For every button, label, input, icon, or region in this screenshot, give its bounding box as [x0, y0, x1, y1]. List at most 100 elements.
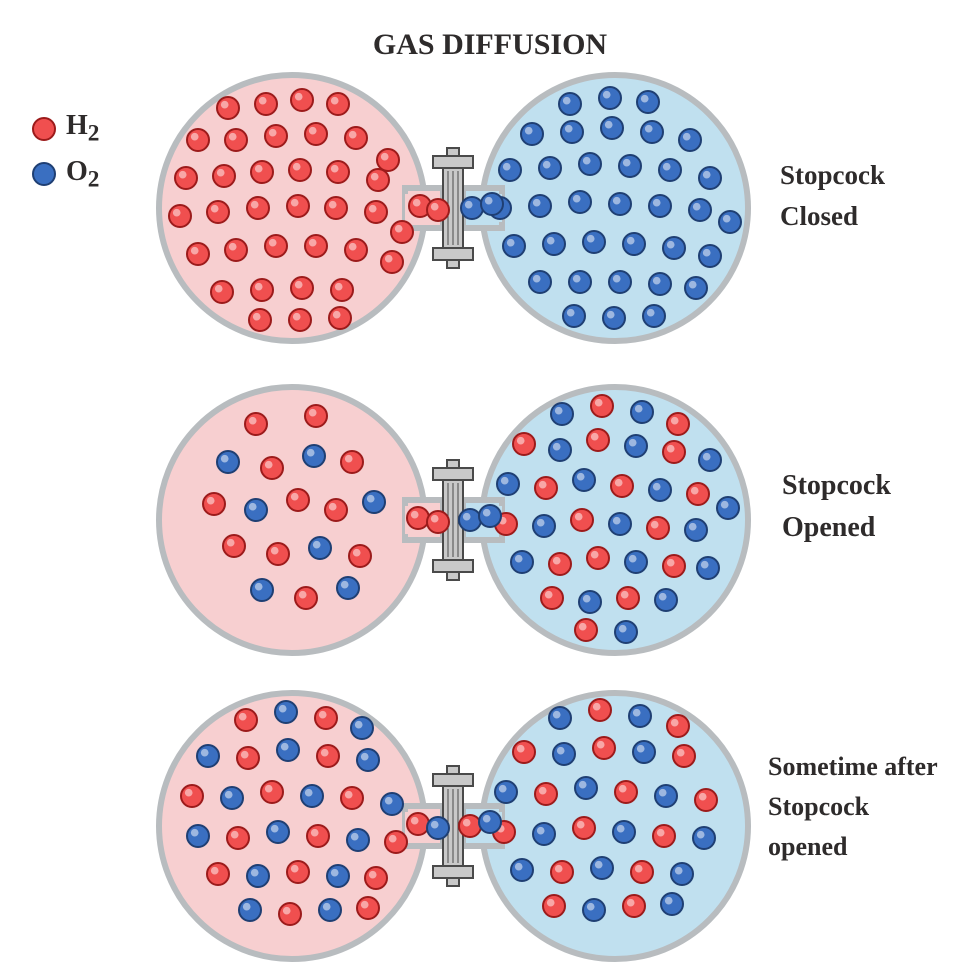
- o2-molecule: [569, 191, 591, 213]
- h2-molecule: [345, 239, 367, 261]
- o2-molecule: [661, 893, 683, 915]
- h2-molecule: [237, 747, 259, 769]
- o2-molecule: [479, 505, 501, 527]
- h2-molecule: [331, 279, 353, 301]
- h2-molecule: [225, 129, 247, 151]
- h2-molecule: [593, 737, 615, 759]
- o2-molecule: [693, 827, 715, 849]
- h2-molecule: [249, 309, 271, 331]
- h2-molecule: [589, 699, 611, 721]
- h2-molecule: [663, 555, 685, 577]
- o2-molecule: [267, 821, 289, 843]
- h2-molecule: [265, 235, 287, 257]
- o2-molecule: [579, 153, 601, 175]
- o2-molecule: [551, 403, 573, 425]
- o2-molecule: [699, 245, 721, 267]
- h2-molecule: [543, 895, 565, 917]
- h2-molecule: [307, 825, 329, 847]
- h2-molecule: [611, 475, 633, 497]
- h2-molecule: [407, 813, 429, 835]
- o2-molecule: [347, 829, 369, 851]
- h2-molecule: [287, 861, 309, 883]
- h2-molecule: [305, 123, 327, 145]
- h2-molecule: [673, 745, 695, 767]
- h2-molecule: [291, 89, 313, 111]
- h2-molecule: [279, 903, 301, 925]
- stopcock-top-cap: [433, 468, 473, 480]
- h2-molecule: [377, 149, 399, 171]
- o2-molecule: [497, 473, 519, 495]
- o2-molecule: [625, 551, 647, 573]
- o2-molecule: [619, 155, 641, 177]
- h2-molecule: [357, 897, 379, 919]
- h2-molecule: [175, 167, 197, 189]
- h2-molecule: [367, 169, 389, 191]
- h2-molecule: [667, 715, 689, 737]
- h2-molecule: [261, 781, 283, 803]
- o2-molecule: [637, 91, 659, 113]
- h2-molecule: [535, 477, 557, 499]
- o2-molecule: [685, 277, 707, 299]
- o2-molecule: [549, 439, 571, 461]
- h2-molecule: [647, 517, 669, 539]
- h2-molecule: [391, 221, 413, 243]
- o2-molecule: [427, 817, 449, 839]
- o2-molecule: [309, 537, 331, 559]
- h2-molecule: [305, 405, 327, 427]
- o2-molecule: [381, 793, 403, 815]
- o2-molecule: [649, 479, 671, 501]
- h2-molecule: [549, 553, 571, 575]
- o2-molecule: [575, 777, 597, 799]
- o2-molecule: [363, 491, 385, 513]
- o2-molecule: [543, 233, 565, 255]
- o2-molecule: [327, 865, 349, 887]
- h2-molecule: [265, 125, 287, 147]
- h2-molecule: [327, 93, 349, 115]
- h2-molecule: [407, 507, 429, 529]
- h2-molecule: [245, 413, 267, 435]
- h2-molecule: [227, 827, 249, 849]
- o2-molecule: [461, 197, 483, 219]
- o2-molecule: [301, 785, 323, 807]
- o2-molecule: [609, 513, 631, 535]
- o2-molecule: [631, 401, 653, 423]
- h2-molecule: [587, 429, 609, 451]
- o2-molecule: [633, 741, 655, 763]
- h2-molecule: [327, 161, 349, 183]
- h2-molecule: [459, 815, 481, 837]
- h2-molecule: [291, 277, 313, 299]
- h2-molecule: [695, 789, 717, 811]
- h2-molecule: [251, 279, 273, 301]
- o2-molecule: [553, 743, 575, 765]
- h2-molecule: [551, 861, 573, 883]
- h2-molecule: [217, 97, 239, 119]
- o2-molecule: [337, 577, 359, 599]
- o2-molecule: [655, 589, 677, 611]
- o2-molecule: [601, 117, 623, 139]
- o2-molecule: [529, 195, 551, 217]
- o2-molecule: [717, 497, 739, 519]
- o2-molecule: [561, 121, 583, 143]
- o2-molecule: [563, 305, 585, 327]
- o2-molecule: [187, 825, 209, 847]
- h2-molecule: [329, 307, 351, 329]
- o2-molecule: [573, 469, 595, 491]
- o2-molecule: [579, 591, 601, 613]
- state-label-0-1: Closed: [780, 201, 858, 232]
- h2-molecule: [261, 457, 283, 479]
- state-label-2-1: Stopcock: [768, 792, 869, 822]
- o2-molecule: [247, 865, 269, 887]
- o2-molecule: [539, 157, 561, 179]
- h2-molecule: [381, 251, 403, 273]
- h2-molecule: [235, 709, 257, 731]
- h2-molecule: [571, 509, 593, 531]
- h2-molecule: [385, 831, 407, 853]
- h2-molecule: [225, 239, 247, 261]
- h2-molecule: [187, 243, 209, 265]
- h2-molecule: [617, 587, 639, 609]
- o2-molecule: [499, 159, 521, 181]
- h2-molecule: [631, 861, 653, 883]
- h2-molecule: [615, 781, 637, 803]
- h2-molecule: [667, 413, 689, 435]
- o2-molecule: [649, 195, 671, 217]
